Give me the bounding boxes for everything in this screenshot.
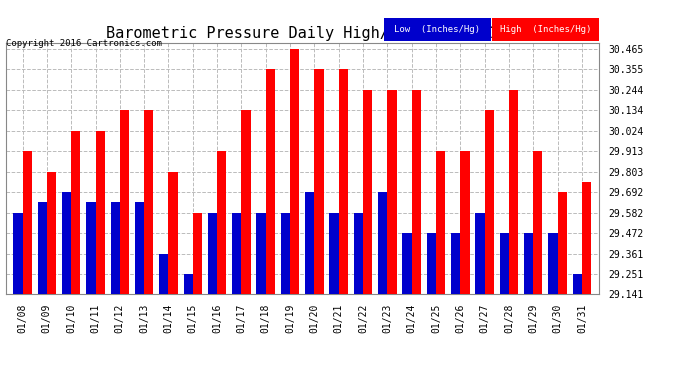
Bar [144,110,153,294]
Bar [582,182,591,294]
Bar [135,202,144,294]
Bar [363,90,373,294]
Bar [354,213,363,294]
Bar [426,233,436,294]
Bar [305,192,315,294]
Bar [475,213,484,294]
Bar [412,90,421,294]
Bar [71,131,81,294]
Bar [281,213,290,294]
Bar [460,152,469,294]
Bar [232,213,241,294]
Bar [402,233,412,294]
Bar [524,233,533,294]
Bar [120,110,129,294]
Text: High  (Inches/Hg): High (Inches/Hg) [500,25,591,34]
Text: Low  (Inches/Hg): Low (Inches/Hg) [394,25,480,34]
Bar [208,213,217,294]
Bar [13,213,23,294]
Bar [339,69,348,294]
Bar [315,69,324,294]
Bar [257,213,266,294]
Bar [47,172,56,294]
Bar [378,192,387,294]
Text: Copyright 2016 Cartronics.com: Copyright 2016 Cartronics.com [6,39,161,48]
Bar [23,152,32,294]
Bar [451,233,460,294]
Bar [184,274,193,294]
Bar [436,152,445,294]
Bar [38,202,47,294]
Bar [573,274,582,294]
Bar [509,90,518,294]
Bar [168,172,178,294]
Bar [533,152,542,294]
Bar [193,213,202,294]
Bar [266,69,275,294]
Title: Barometric Pressure Daily High/Low 20160201: Barometric Pressure Daily High/Low 20160… [106,26,498,40]
Bar [159,254,168,294]
Bar [558,192,566,294]
Bar [110,202,120,294]
Bar [241,110,250,294]
Bar [95,131,105,294]
Bar [86,202,95,294]
Bar [549,233,558,294]
Bar [290,49,299,294]
Bar [329,213,339,294]
Bar [500,233,509,294]
Bar [387,90,397,294]
Bar [62,192,71,294]
Bar [484,110,494,294]
Bar [217,152,226,294]
